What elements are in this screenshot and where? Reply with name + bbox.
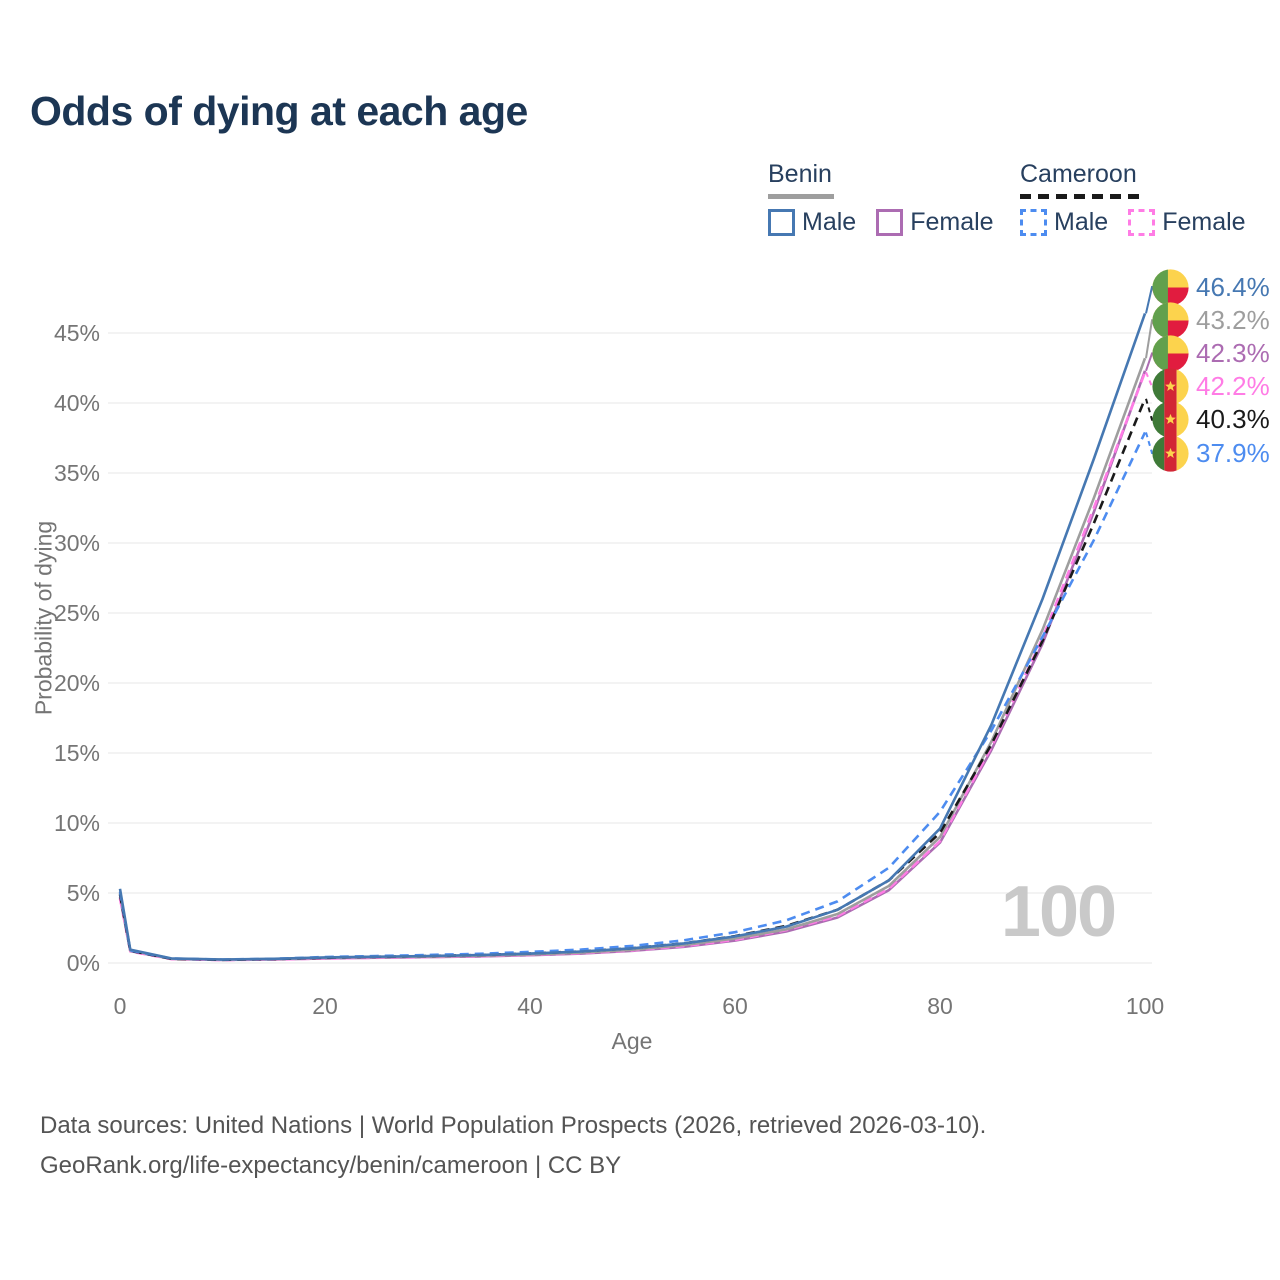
benin-flag-icon — [1152, 268, 1189, 306]
end-label-benin-all: 43.2% — [1152, 301, 1270, 339]
benin-linestyle-sample — [768, 194, 834, 199]
legend-item-label: Female — [910, 208, 994, 236]
x-tick-label: 0 — [114, 993, 127, 1019]
legend-item-label: Male — [1054, 208, 1109, 236]
legend-item-benin-male[interactable]: Male — [768, 208, 856, 237]
x-tick-label: 80 — [927, 993, 953, 1019]
end-label-cameroon-male: 37.9% — [1152, 434, 1270, 472]
benin-flag-icon — [1152, 335, 1189, 372]
x-axis-title: Age — [611, 1028, 653, 1054]
footer-attribution-line: GeoRank.org/life-expectancy/benin/camero… — [40, 1152, 622, 1179]
cameroon-male-swatch-icon — [1020, 209, 1047, 236]
series-line-benin-all[interactable] — [118, 357, 1147, 961]
age-watermark: 100 — [1000, 872, 1117, 952]
series-line-benin-male[interactable] — [118, 312, 1147, 961]
legend-cameroon-header: Cameroon — [1020, 160, 1137, 188]
y-tick-label: 10% — [54, 810, 100, 836]
y-axis-title: Probability of dying — [30, 520, 57, 716]
end-label-value: 43.2% — [1196, 304, 1270, 335]
cameroon-female-swatch-icon — [1128, 209, 1156, 236]
benin-female-swatch-icon — [876, 209, 904, 236]
end-label-value: 40.3% — [1196, 404, 1270, 435]
y-tick-label: 35% — [54, 460, 100, 486]
series-line-benin-female[interactable] — [118, 370, 1147, 962]
legend-item-cameroon-female[interactable]: Female — [1128, 208, 1246, 237]
legend-item-label: Male — [802, 208, 857, 236]
y-tick-label: 40% — [54, 390, 100, 416]
series-line-cameroon-all[interactable] — [118, 398, 1147, 962]
series-line-cameroon-male[interactable] — [118, 431, 1147, 961]
legend-group-cameroon: Cameroon Male Female — [1020, 160, 1266, 237]
x-tick-label: 20 — [312, 993, 338, 1019]
y-tick-label: 30% — [54, 530, 100, 556]
end-label-benin-female: 42.3% — [1152, 334, 1270, 372]
end-label-value: 37.9% — [1196, 437, 1270, 468]
legend-item-benin-female[interactable]: Female — [876, 208, 994, 237]
cameroon-flag-icon — [1152, 434, 1189, 472]
cameroon-flag-icon — [1152, 368, 1189, 405]
x-tick-label: 100 — [1126, 993, 1164, 1019]
y-tick-label: 0% — [67, 950, 100, 976]
cameroon-flag-icon — [1152, 401, 1189, 438]
y-tick-label: 5% — [67, 880, 100, 906]
legend-benin-header: Benin — [768, 160, 832, 188]
x-tick-label: 60 — [722, 993, 748, 1019]
y-tick-label: 25% — [54, 600, 100, 626]
end-label-benin-male: 46.4% — [1152, 268, 1270, 306]
end-label-value: 42.3% — [1196, 337, 1270, 368]
cameroon-linestyle-sample — [1020, 194, 1142, 199]
footer: Data sources: United Nations | World Pop… — [40, 1106, 986, 1186]
footer-sources-line: Data sources: United Nations | World Pop… — [40, 1112, 987, 1139]
legend-item-cameroon-male[interactable]: Male — [1020, 208, 1108, 237]
end-label-value: 46.4% — [1196, 271, 1270, 302]
y-tick-label: 15% — [54, 740, 100, 766]
legend-group-benin: Benin Male Female — [768, 160, 1014, 237]
benin-flag-icon — [1152, 302, 1189, 339]
y-tick-label: 20% — [54, 670, 100, 696]
series-line-cameroon-female[interactable] — [118, 371, 1147, 962]
x-tick-label: 40 — [517, 993, 543, 1019]
end-label-connector — [1145, 432, 1157, 454]
end-label-cameroon-female: 42.2% — [1152, 368, 1270, 406]
end-label-value: 42.2% — [1196, 371, 1270, 402]
y-tick-label: 45% — [54, 320, 100, 346]
page-title: Odds of dying at each age — [30, 88, 528, 134]
legend-item-label: Female — [1162, 208, 1246, 236]
end-label-cameroon-all: 40.3% — [1152, 401, 1270, 439]
end-label-connector — [1145, 398, 1157, 421]
benin-male-swatch-icon — [768, 209, 795, 236]
